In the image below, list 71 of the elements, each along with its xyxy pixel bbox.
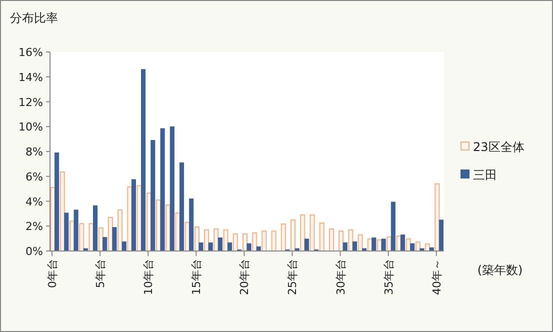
bar (131, 179, 136, 252)
bar (262, 230, 267, 252)
bar (79, 223, 84, 252)
x-tick-label: 35年台 (382, 259, 396, 295)
y-tick-label: 14% (18, 70, 43, 84)
bar (54, 152, 60, 252)
y-axis-title: 分布比率 (10, 11, 58, 25)
bar (271, 230, 276, 252)
y-tick-label: 2% (26, 220, 43, 234)
x-axis-title: (築年数) (477, 263, 523, 277)
x-tick-label: 25年台 (286, 259, 300, 295)
bar (74, 210, 78, 252)
bar (294, 248, 300, 252)
x-tick-label: 20年台 (238, 259, 252, 295)
bar (410, 243, 415, 252)
legend-label: 三田 (473, 168, 497, 182)
x-tick-label: 0年台 (46, 259, 59, 288)
bar (400, 234, 406, 252)
y-tick-label: 0% (26, 245, 43, 258)
bar (189, 198, 194, 252)
bar (319, 222, 324, 252)
bar (390, 202, 396, 252)
x-tick-label: 40年～ (430, 259, 444, 295)
x-tick-label: 5年台 (94, 259, 108, 288)
y-tick-label: 16% (18, 46, 43, 59)
y-tick-label: 10% (18, 120, 43, 134)
x-tick-label: 15年台 (190, 259, 204, 295)
bar (150, 140, 156, 252)
legend-label: 23区全体 (473, 140, 524, 154)
bar (280, 224, 286, 252)
bar (223, 229, 228, 252)
bar (434, 183, 440, 252)
bar (252, 232, 258, 252)
bar (198, 242, 204, 252)
bar (122, 241, 126, 252)
bar (160, 128, 165, 252)
bar (194, 226, 200, 252)
bar (348, 229, 354, 252)
x-tick-label: 10年台 (142, 259, 156, 295)
bar (381, 238, 386, 252)
bar (232, 233, 238, 252)
bar (358, 234, 363, 252)
bar (304, 238, 309, 252)
bar (310, 214, 315, 252)
bar (246, 243, 252, 252)
bar (92, 205, 98, 252)
bar (438, 220, 444, 252)
bar (338, 230, 344, 252)
bar (208, 242, 213, 252)
bar (118, 209, 123, 252)
y-tick-label: 6% (26, 170, 43, 184)
bar (352, 241, 357, 252)
x-tick-label: 30年台 (334, 259, 348, 295)
bar (300, 214, 306, 252)
bar (290, 219, 296, 252)
bar (218, 237, 222, 252)
bar (372, 237, 376, 252)
bar (170, 126, 174, 252)
bar (179, 162, 184, 252)
y-tick-label: 12% (18, 96, 43, 109)
bar (141, 69, 146, 252)
bar (342, 242, 348, 252)
y-tick-label: 8% (26, 146, 43, 158)
bar (102, 237, 108, 252)
bar (328, 228, 334, 252)
bar (228, 242, 232, 252)
bar (420, 248, 424, 252)
bar (214, 228, 219, 252)
bar (112, 227, 117, 252)
y-tick-label: 4% (26, 195, 43, 208)
bar (64, 212, 69, 252)
